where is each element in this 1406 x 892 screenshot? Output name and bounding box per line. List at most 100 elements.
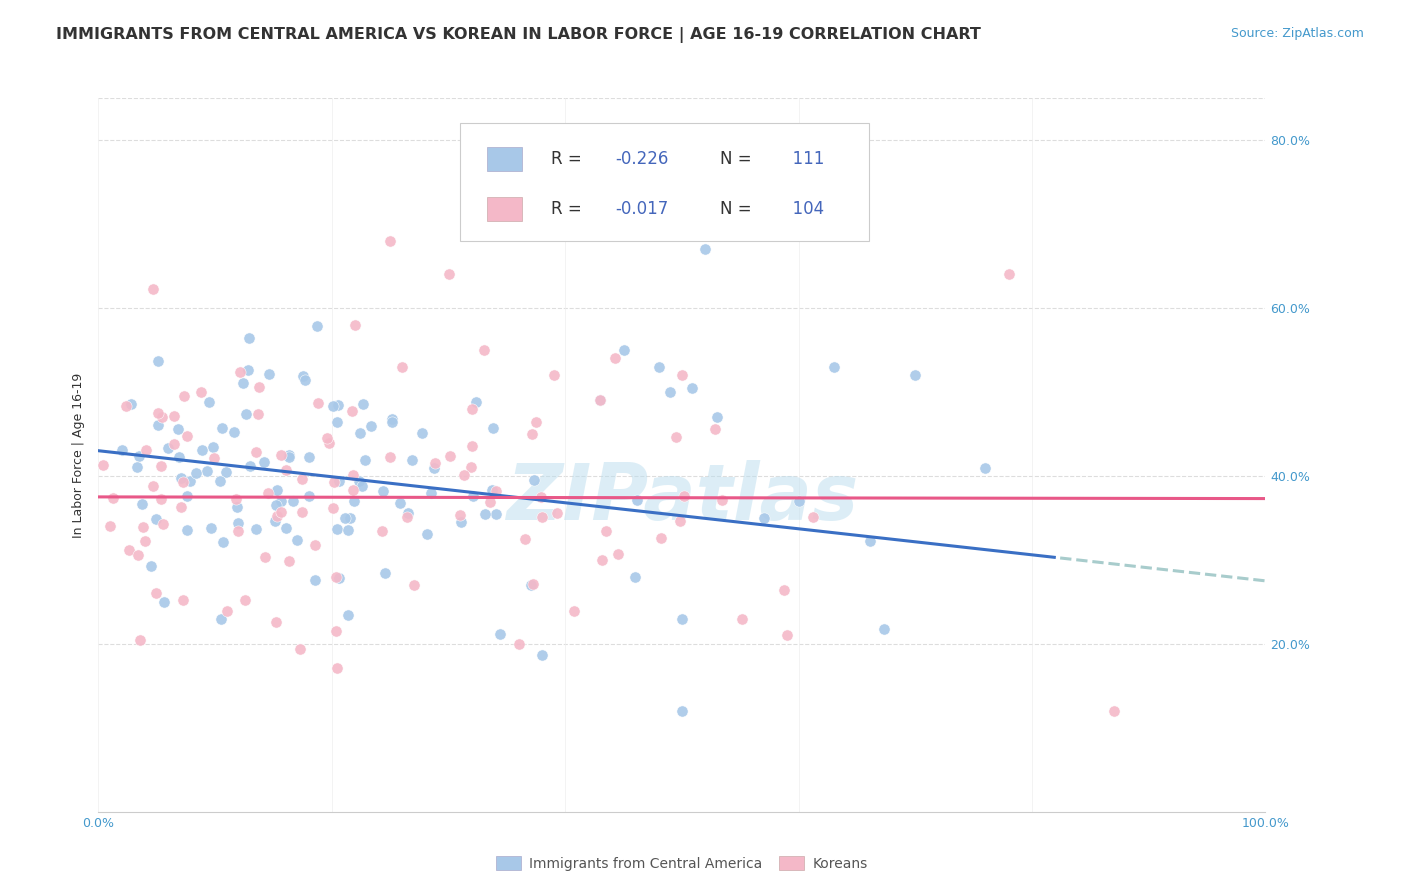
Bar (486, 147, 522, 170)
Point (146, 417, 169, 432)
Point (478, 494, 501, 508)
Point (238, 331, 260, 345)
Point (342, 483, 364, 497)
Point (328, 398, 350, 412)
Bar (486, 197, 522, 220)
Point (482, 421, 505, 435)
Point (233, 593, 256, 607)
Point (322, 501, 344, 516)
Point (266, 509, 288, 524)
Point (150, 492, 173, 507)
Point (316, 431, 339, 445)
Point (298, 450, 321, 464)
Point (152, 516, 174, 531)
Point (360, 418, 382, 433)
Point (665, 430, 688, 444)
Point (1102, 704, 1125, 718)
Point (328, 474, 350, 488)
Point (211, 421, 233, 435)
Point (344, 318, 367, 332)
Point (229, 365, 252, 379)
Point (671, 612, 693, 626)
Point (172, 593, 194, 607)
Point (131, 497, 153, 511)
Point (172, 475, 194, 490)
Point (603, 351, 626, 366)
Point (132, 520, 155, 534)
Point (145, 586, 167, 600)
Point (589, 393, 612, 408)
Point (156, 441, 179, 455)
Point (176, 489, 198, 503)
Point (115, 399, 138, 413)
Point (257, 486, 280, 500)
Point (91, 458, 114, 473)
Point (343, 494, 366, 508)
Point (650, 531, 672, 545)
Point (772, 582, 794, 597)
Point (184, 467, 207, 481)
Point (401, 453, 423, 467)
Point (120, 397, 142, 411)
Point (318, 435, 340, 450)
Point (453, 467, 475, 482)
Point (170, 470, 193, 484)
Point (325, 624, 347, 638)
Text: Source: ZipAtlas.com: Source: ZipAtlas.com (1230, 27, 1364, 40)
Point (730, 612, 752, 626)
Point (415, 526, 437, 541)
Point (422, 461, 444, 475)
Point (153, 595, 176, 609)
Point (873, 622, 896, 636)
Point (336, 523, 359, 537)
Point (437, 268, 460, 282)
Point (100, 518, 122, 533)
Point (281, 493, 304, 508)
Point (396, 506, 419, 520)
Point (167, 450, 190, 464)
Point (439, 449, 461, 463)
Point (246, 407, 269, 421)
Point (389, 496, 412, 510)
Point (173, 388, 195, 402)
Point (711, 492, 734, 507)
Point (134, 534, 156, 549)
Point (402, 578, 425, 592)
Point (190, 385, 212, 400)
Point (381, 412, 404, 426)
Point (257, 368, 280, 382)
Point (523, 473, 546, 487)
Point (226, 500, 249, 515)
Point (531, 509, 554, 524)
Text: R =: R = (551, 150, 588, 168)
Point (245, 523, 267, 537)
Point (129, 632, 152, 647)
Point (270, 494, 292, 508)
Point (225, 492, 247, 507)
Point (326, 523, 349, 537)
Point (681, 381, 703, 395)
Point (142, 479, 165, 493)
Point (264, 615, 287, 630)
Point (396, 509, 419, 524)
Point (904, 368, 927, 383)
Point (162, 437, 184, 451)
Point (307, 396, 329, 410)
Text: IMMIGRANTS FROM CENTRAL AMERICA VS KOREAN IN LABOR FORCE | AGE 16-19 CORRELATION: IMMIGRANTS FROM CENTRAL AMERICA VS KOREA… (56, 27, 981, 43)
Point (277, 450, 299, 464)
Point (461, 489, 484, 503)
Point (562, 604, 585, 618)
Point (340, 404, 363, 418)
Point (342, 467, 364, 482)
Point (325, 569, 347, 583)
Point (703, 422, 725, 436)
Point (110, 442, 132, 457)
Point (449, 508, 471, 522)
Point (270, 505, 292, 519)
Point (235, 407, 257, 421)
Point (671, 368, 693, 383)
Point (139, 558, 162, 573)
Point (354, 452, 377, 467)
Point (128, 449, 150, 463)
Point (226, 516, 249, 531)
